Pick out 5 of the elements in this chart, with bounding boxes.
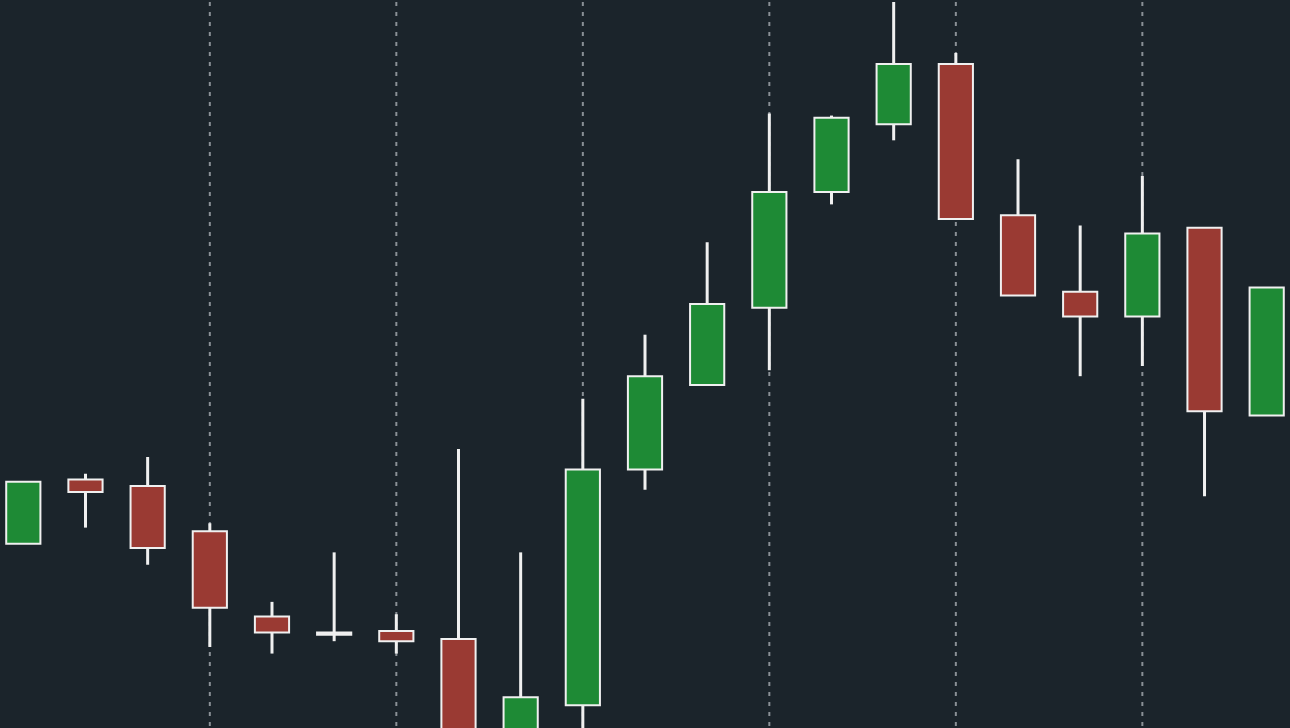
candlestick	[67, 472, 104, 530]
candlestick	[253, 600, 291, 656]
candlestick	[1062, 224, 1099, 378]
candlestick	[378, 612, 415, 656]
candlestick	[316, 550, 353, 643]
